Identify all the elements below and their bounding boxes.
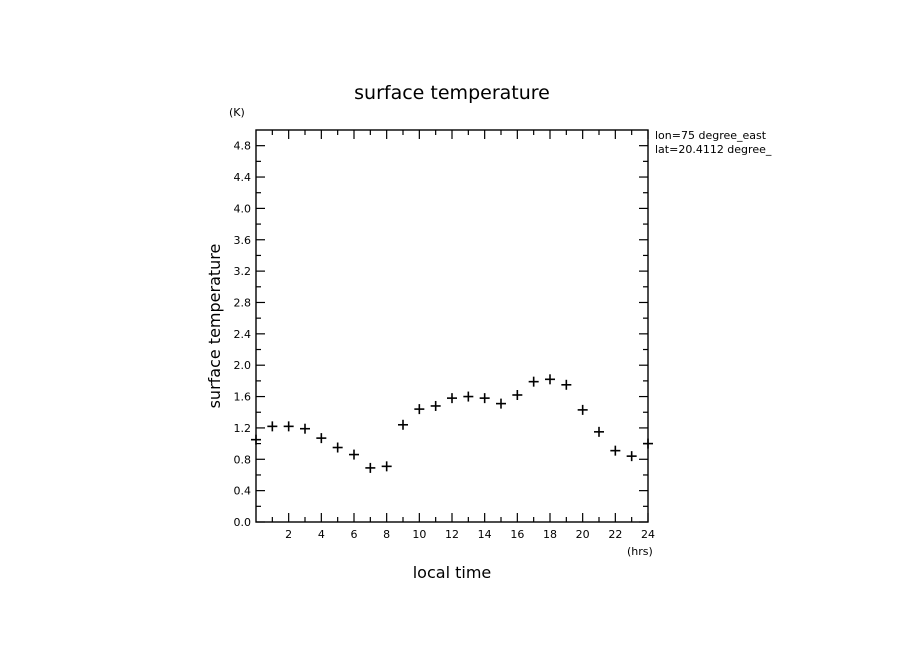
x-tick-label: 12 bbox=[445, 528, 459, 541]
y-tick-label: 4.0 bbox=[234, 202, 252, 215]
data-point bbox=[528, 376, 539, 387]
x-tick-label: 8 bbox=[383, 528, 390, 541]
x-tick-label: 14 bbox=[478, 528, 492, 541]
data-point bbox=[365, 462, 376, 473]
annotation-lon: lon=75 degree_east bbox=[655, 129, 767, 142]
y-tick-label: 2.4 bbox=[234, 328, 252, 341]
x-tick-label: 10 bbox=[412, 528, 426, 541]
data-point bbox=[300, 423, 310, 434]
y-tick-label: 4.8 bbox=[234, 140, 252, 153]
axis-ticks: 2 4 6 8 10 12 14 16 18 20 22 240.00.40.81.21.62.02.… bbox=[234, 130, 655, 541]
data-point bbox=[332, 442, 343, 453]
y-tick-label: 3.2 bbox=[234, 265, 252, 278]
data-point bbox=[251, 434, 261, 445]
data-point bbox=[349, 449, 359, 460]
plot-frame bbox=[255, 129, 649, 523]
y-tick-label: 3.6 bbox=[234, 234, 252, 247]
data-point bbox=[594, 426, 604, 437]
data-point bbox=[577, 404, 588, 415]
annotation-lat: lat=20.4112 degree_ bbox=[655, 143, 772, 156]
y-unit-label: (K) bbox=[229, 106, 245, 119]
x-tick-label: 16 bbox=[510, 528, 524, 541]
y-tick-label: 0.0 bbox=[234, 516, 252, 529]
y-tick-label: 2.8 bbox=[234, 296, 252, 309]
data-point bbox=[283, 421, 294, 432]
data-point bbox=[463, 391, 474, 402]
data-point bbox=[561, 379, 572, 390]
x-axis-title: local time bbox=[413, 563, 492, 582]
x-tick-label: 18 bbox=[543, 528, 557, 541]
y-tick-label: 4.4 bbox=[234, 171, 252, 184]
y-tick-label: 0.8 bbox=[234, 453, 252, 466]
data-point bbox=[267, 421, 278, 432]
y-axis-title: surface temperature bbox=[205, 244, 224, 409]
chart-title: surface temperature bbox=[354, 82, 550, 104]
data-points bbox=[251, 374, 653, 473]
data-point bbox=[626, 451, 637, 462]
y-tick-label: 1.6 bbox=[234, 391, 252, 404]
data-point bbox=[398, 419, 408, 430]
data-point bbox=[430, 400, 441, 411]
y-tick-label: 2.0 bbox=[234, 359, 252, 372]
x-tick-label: 4 bbox=[318, 528, 325, 541]
x-tick-label: 6 bbox=[351, 528, 358, 541]
data-point bbox=[496, 398, 506, 409]
data-point bbox=[381, 461, 392, 472]
data-point bbox=[643, 438, 653, 449]
data-point bbox=[447, 393, 457, 404]
x-unit-label: (hrs) bbox=[627, 545, 653, 558]
x-tick-label: 22 bbox=[608, 528, 622, 541]
data-point bbox=[512, 389, 523, 400]
data-point bbox=[610, 445, 621, 456]
data-point bbox=[479, 393, 490, 404]
data-point bbox=[545, 374, 555, 385]
y-tick-label: 0.4 bbox=[234, 485, 252, 498]
data-point bbox=[316, 433, 327, 444]
x-tick-label: 20 bbox=[576, 528, 590, 541]
data-point bbox=[414, 404, 425, 415]
x-tick-label: 24 bbox=[641, 528, 655, 541]
x-tick-label: 2 bbox=[285, 528, 292, 541]
y-tick-label: 1.2 bbox=[234, 422, 252, 435]
